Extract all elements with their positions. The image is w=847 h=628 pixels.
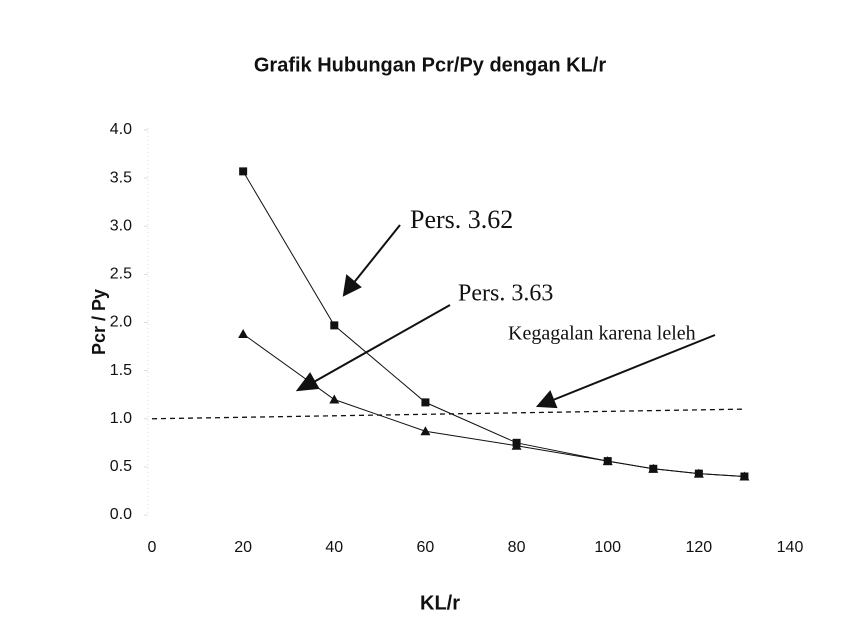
- marker-triangle: [420, 426, 431, 436]
- marker-triangle: [602, 456, 613, 466]
- x-tick-label: 80: [508, 539, 526, 556]
- marker-triangle: [693, 468, 704, 478]
- y-tick-label: 3.0: [110, 217, 132, 234]
- y-axis-label: Pcr / Py: [89, 289, 109, 355]
- arrowhead: [295, 372, 320, 392]
- y-tick-label: 2.0: [110, 314, 132, 331]
- y-tick-label: 4.0: [110, 121, 132, 138]
- y-tick-label: 3.5: [110, 169, 132, 186]
- annotation: Pers. 3.62: [410, 205, 513, 234]
- annotation: Kegagalan karena leleh: [508, 323, 696, 345]
- y-tick-label: 1.5: [110, 362, 132, 379]
- y-tick-label: 0.5: [110, 458, 132, 475]
- marker-triangle: [739, 471, 750, 481]
- arrowhead: [342, 274, 362, 297]
- arrowhead: [535, 390, 558, 409]
- marker-triangle: [329, 394, 340, 404]
- x-tick-label: 0: [148, 539, 157, 556]
- marker-triangle: [648, 463, 659, 473]
- annotation-arrows: [295, 224, 716, 409]
- series-line: [242, 333, 745, 477]
- x-axis-label: KL/r: [420, 592, 460, 614]
- annotation: Pers. 3.63: [458, 281, 553, 307]
- arrow: [311, 304, 451, 384]
- x-tick-label: 100: [594, 539, 621, 556]
- x-tick-label: 140: [777, 539, 804, 556]
- y-tick-label: 1.0: [110, 410, 132, 427]
- arrow: [351, 224, 401, 286]
- marker-triangle: [511, 440, 522, 450]
- x-tick-label: 20: [234, 539, 252, 556]
- x-tick-label: 60: [417, 539, 435, 556]
- marker-triangle: [238, 329, 249, 339]
- series-line: [151, 408, 745, 420]
- y-tick-label: 2.5: [110, 266, 132, 283]
- y-tick-label: 0.0: [110, 506, 132, 523]
- marker-square: [330, 321, 339, 330]
- x-tick-label: 120: [686, 539, 713, 556]
- marker-square: [421, 398, 430, 407]
- chart-title: Grafik Hubungan Pcr/Py dengan KL/r: [254, 54, 606, 76]
- arrow: [552, 334, 716, 401]
- x-tick-label: 40: [325, 539, 343, 556]
- marker-square: [239, 167, 248, 176]
